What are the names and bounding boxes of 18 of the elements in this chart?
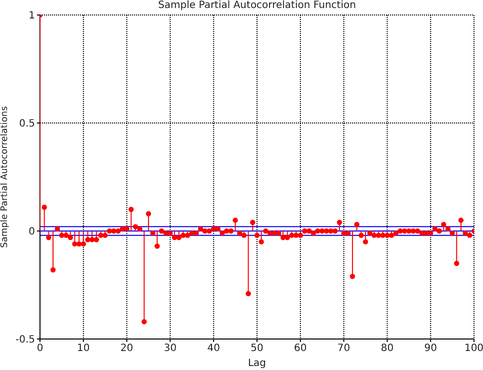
x-tick-label: 50 bbox=[250, 343, 264, 354]
x-tick-label: 80 bbox=[380, 343, 394, 354]
y-axis-title: Sample Partial Autocorrelations bbox=[0, 106, 10, 248]
x-tick-label: 70 bbox=[337, 343, 350, 354]
x-tick-label: 100 bbox=[464, 343, 483, 354]
x-tick-label: 0 bbox=[36, 343, 44, 354]
x-axis-title: Lag bbox=[248, 358, 266, 369]
x-tick-label: 90 bbox=[424, 343, 437, 354]
y-tick-label: 1 bbox=[28, 10, 35, 22]
y-tick-label: -0.5 bbox=[15, 334, 35, 346]
x-tick-label: 30 bbox=[164, 343, 177, 354]
x-tick-label: 40 bbox=[207, 343, 220, 354]
y-tick-label: 0.5 bbox=[19, 118, 35, 130]
y-tick-label: 0 bbox=[28, 226, 35, 238]
chart-title: Sample Partial Autocorrelation Function bbox=[157, 0, 357, 12]
x-tick-label: 60 bbox=[294, 343, 307, 354]
x-tick-label: 20 bbox=[120, 343, 134, 354]
x-tick-label: 10 bbox=[77, 343, 90, 354]
